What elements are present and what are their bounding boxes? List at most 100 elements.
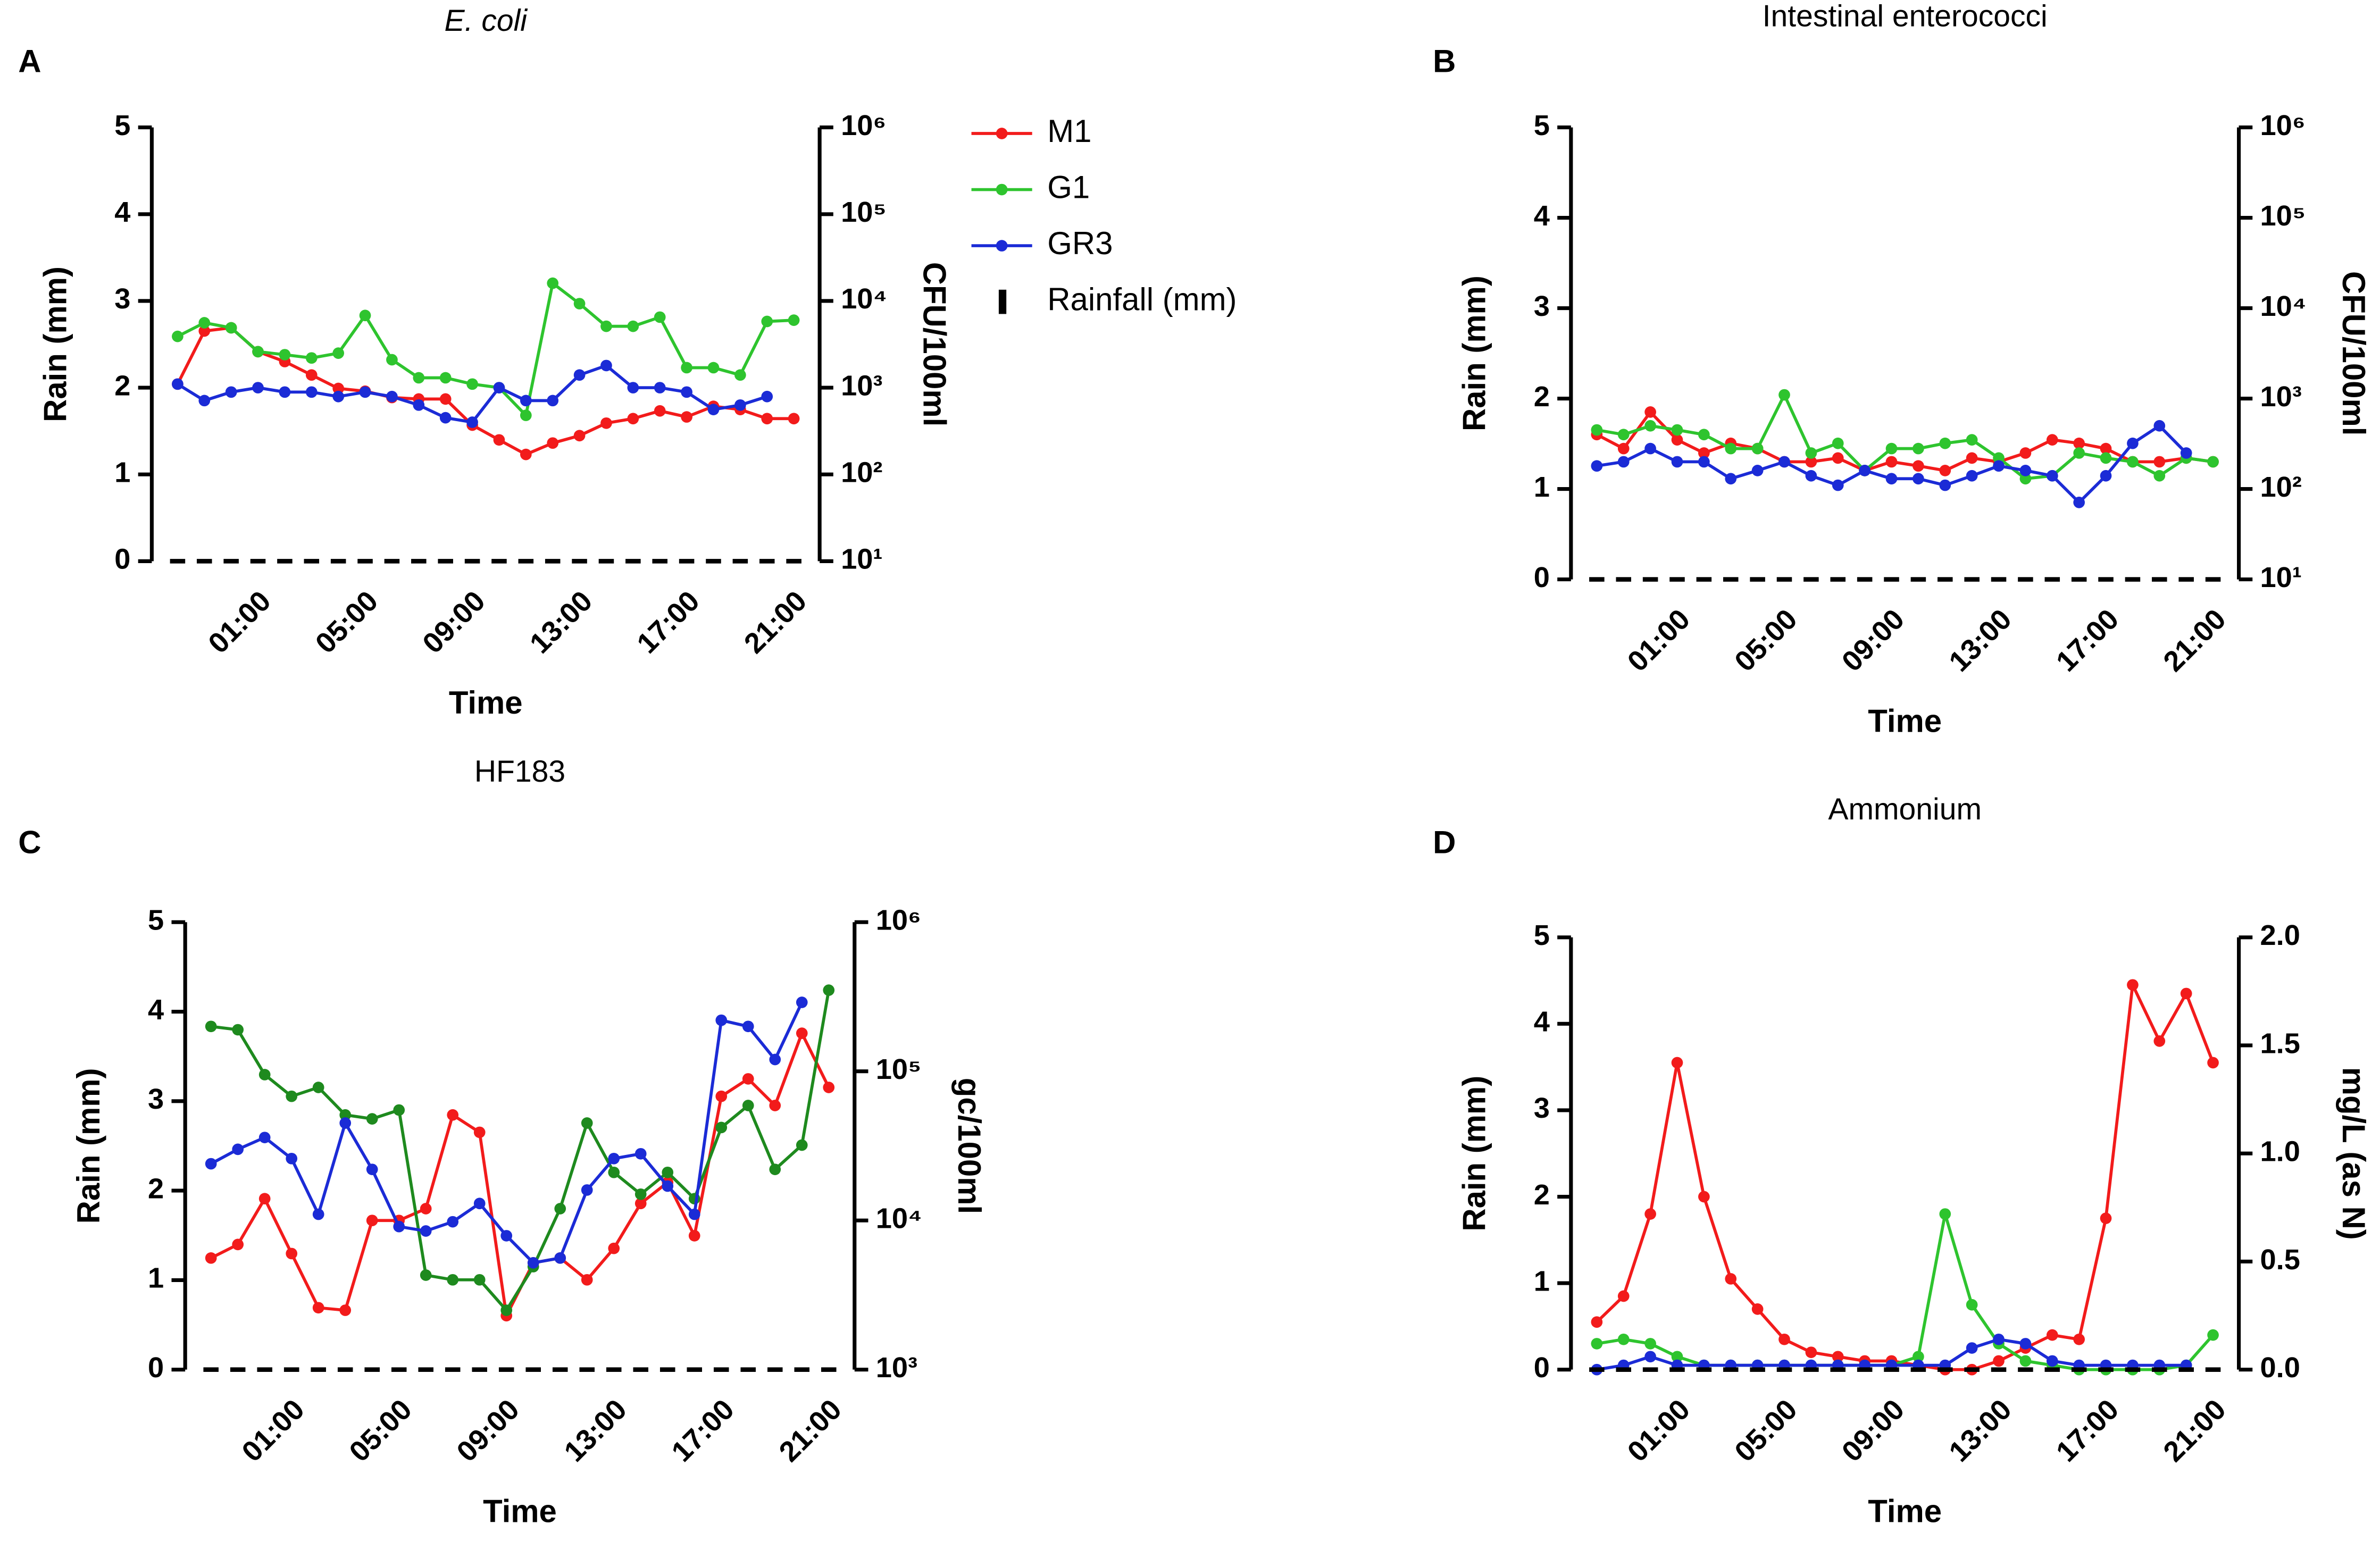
series-marker — [198, 395, 211, 407]
series-marker — [305, 369, 318, 381]
series-marker — [1805, 447, 1817, 459]
y-tick-label: 0 — [1534, 562, 1550, 593]
series-marker — [1913, 460, 1924, 472]
series-marker — [420, 1225, 432, 1237]
series-marker — [788, 314, 800, 326]
series-marker — [1698, 1191, 1710, 1203]
series-marker — [500, 1304, 513, 1316]
y2-tick-label: 2.0 — [2260, 919, 2300, 951]
rain-bar — [1750, 1367, 1765, 1372]
rain-bar — [652, 559, 667, 564]
series-marker — [493, 382, 505, 393]
y-tick-label: 3 — [1534, 290, 1550, 322]
rain-bar — [337, 1367, 353, 1372]
x-tick-label: 05:00 — [310, 585, 384, 659]
series-marker — [2019, 1355, 2032, 1367]
series-marker — [627, 382, 639, 393]
y2-tick-label: 10⁶ — [876, 904, 921, 936]
rain-bar — [545, 559, 561, 564]
series-marker — [225, 322, 237, 334]
rain-bar — [2044, 577, 2060, 582]
series-marker — [2073, 497, 2085, 508]
series-marker — [500, 1230, 513, 1242]
series-marker — [2180, 447, 2192, 459]
rain-bar — [1964, 577, 1980, 582]
y-tick-label: 2 — [148, 1172, 164, 1204]
x-axis-label: Time — [1868, 1493, 1942, 1529]
series-marker — [386, 354, 398, 366]
rain-bar — [464, 559, 480, 564]
series-marker — [608, 1166, 620, 1178]
series-marker — [359, 386, 371, 398]
series-marker — [554, 1203, 566, 1215]
y-tick-label: 3 — [114, 283, 130, 315]
y-tick-label: 1 — [114, 457, 130, 489]
series-marker — [439, 393, 452, 405]
rain-bar — [1938, 577, 1953, 582]
series-marker — [1644, 1208, 1656, 1220]
series-marker — [1778, 389, 1790, 401]
series-marker — [573, 298, 586, 309]
rain-bar — [1964, 1367, 1980, 1372]
y-tick-label: 2 — [1534, 1179, 1550, 1211]
series-marker — [232, 1024, 244, 1036]
series-marker — [2207, 456, 2219, 468]
series-marker — [2127, 979, 2139, 991]
y2-tick-label: 10⁵ — [876, 1053, 922, 1085]
rain-bar — [311, 1367, 326, 1372]
series-marker — [312, 1208, 324, 1220]
series-marker — [1591, 424, 1603, 436]
series-line — [1596, 391, 2214, 481]
rain-bar — [687, 1367, 703, 1372]
y-tick-label: 1 — [1534, 471, 1550, 503]
series-marker — [447, 1216, 459, 1228]
y2-tick-label: 10³ — [2260, 381, 2302, 413]
series-marker — [520, 409, 532, 421]
series-marker — [172, 330, 183, 342]
series-marker — [205, 1252, 217, 1264]
series-marker — [1698, 456, 1710, 468]
rain-bar — [330, 559, 346, 564]
legend-symbol — [996, 240, 1008, 252]
y-tick-label: 3 — [148, 1083, 164, 1115]
rain-bar — [1884, 577, 1899, 582]
rain-bar — [2071, 1367, 2087, 1372]
series-marker — [205, 1158, 217, 1170]
y-tick-label: 4 — [114, 196, 130, 228]
y-axis-label: Rain (mm) — [1457, 1076, 1492, 1232]
rain-bar — [1723, 577, 1739, 582]
series-marker — [366, 1215, 378, 1227]
series-marker — [366, 1163, 378, 1175]
x-tick-label: 17:00 — [665, 1393, 740, 1468]
y2-axis-label: gc/100ml — [951, 1078, 987, 1214]
series-marker — [359, 309, 371, 322]
y-tick-label: 2 — [1534, 381, 1550, 413]
series-marker — [1617, 442, 1630, 455]
series-marker — [1751, 442, 1764, 455]
series-marker — [1644, 442, 1656, 455]
panel-label: C — [18, 825, 41, 860]
y2-tick-label: 1.5 — [2260, 1027, 2300, 1059]
y-tick-label: 0 — [148, 1352, 164, 1384]
series-marker — [581, 1274, 593, 1286]
y2-axis-label: CFU/100ml — [2336, 271, 2371, 436]
x-tick-label: 13:00 — [1943, 603, 2017, 677]
rain-bar — [552, 1367, 568, 1372]
rain-bar — [1642, 577, 1658, 582]
series-marker — [2019, 473, 2032, 485]
rain-bar — [283, 1367, 299, 1372]
series-marker — [1617, 456, 1630, 468]
y2-tick-label: 10² — [841, 457, 882, 489]
series-marker — [707, 362, 720, 374]
rain-bar — [659, 1367, 675, 1372]
series-marker — [420, 1203, 432, 1215]
y-tick-label: 4 — [1534, 1006, 1550, 1038]
rain-bar — [1669, 1367, 1685, 1372]
series-marker — [1671, 1351, 1683, 1363]
y2-tick-label: 10⁵ — [841, 196, 887, 228]
rain-bar — [2018, 577, 2033, 582]
series-marker — [2127, 437, 2139, 449]
rain-bar — [357, 559, 373, 564]
y-tick-label: 5 — [1534, 919, 1550, 951]
series-marker — [312, 1302, 324, 1314]
